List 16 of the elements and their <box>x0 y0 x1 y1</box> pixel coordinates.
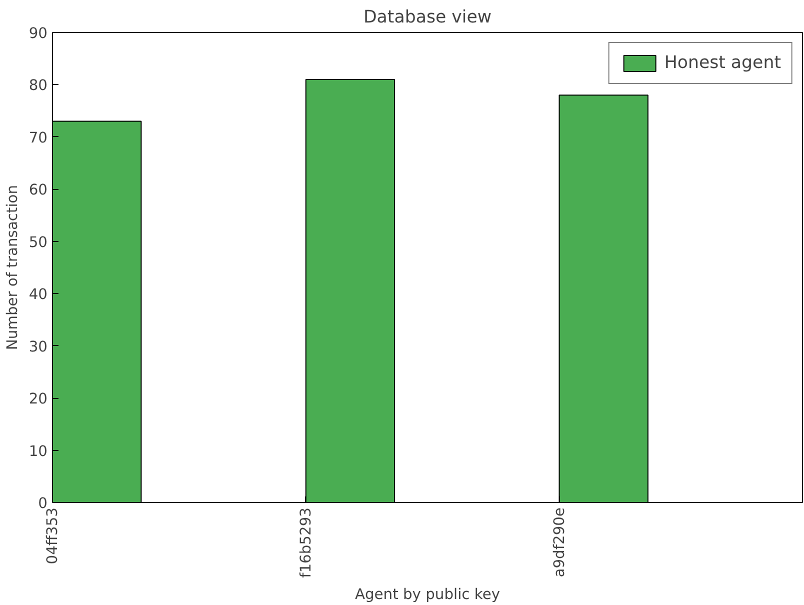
y-tick-label: 70 <box>28 129 48 146</box>
chart-title: Database view <box>363 8 492 28</box>
y-tick-label: 50 <box>28 234 48 251</box>
y-axis-title: Number of transaction <box>4 184 21 350</box>
y-tick-label: 40 <box>28 286 48 304</box>
x-axis-title: Agent by public key <box>354 586 500 603</box>
y-tick-label: 90 <box>28 25 48 42</box>
y-tick-label: 20 <box>28 390 48 408</box>
y-tick-label: 10 <box>28 442 48 460</box>
y-tick-label: 30 <box>28 338 48 356</box>
y-tick-label: 60 <box>28 182 48 199</box>
x-tick-label: 04ff353 <box>44 507 61 564</box>
x-tick-label: f16b5293 <box>297 507 314 578</box>
x-tick-label: a9df290e <box>550 507 568 578</box>
legend-label: Honest agent <box>664 53 781 73</box>
y-tick-label: 80 <box>28 77 48 94</box>
